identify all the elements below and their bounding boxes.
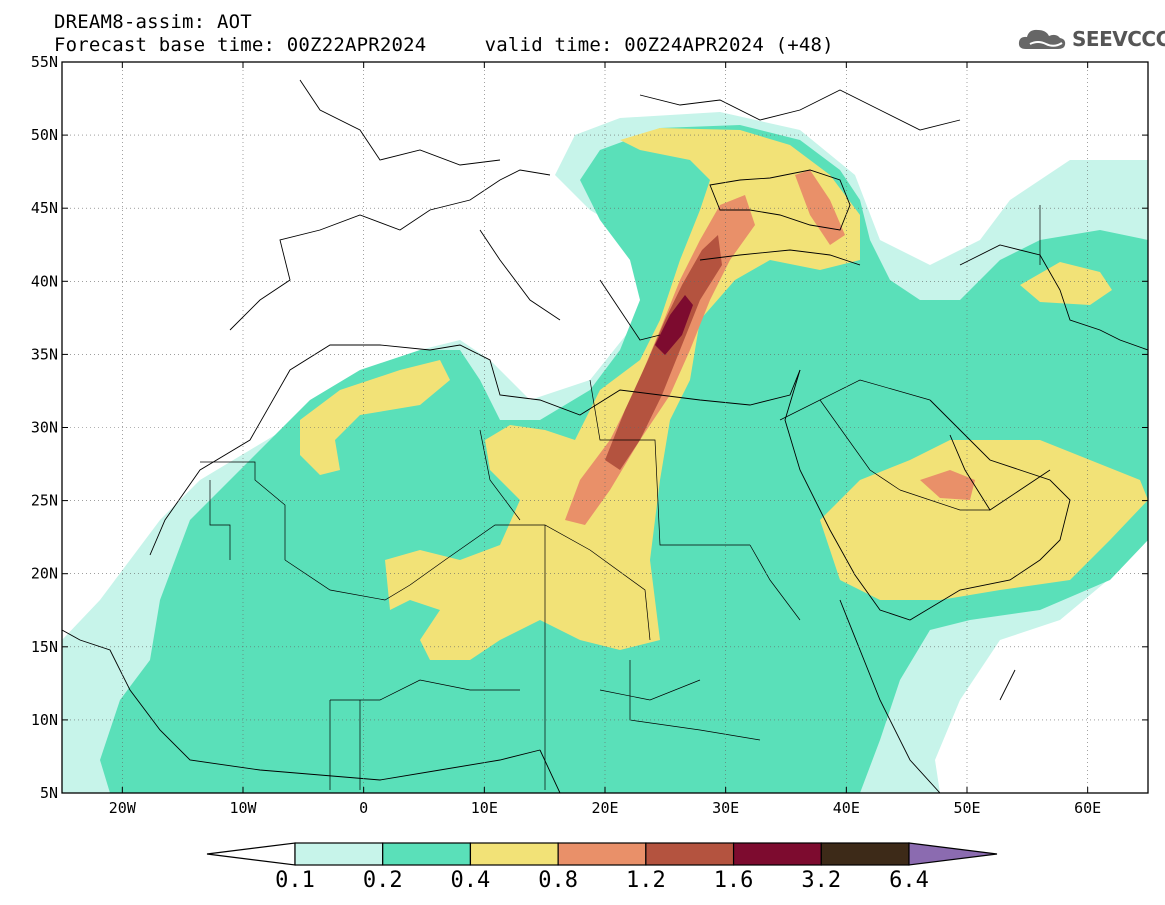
lat-tick-label: 40N <box>31 272 58 290</box>
logo-text: SEEVCCC <box>1072 27 1165 51</box>
lon-tick-label: 40E <box>833 799 860 817</box>
lon-tick-label: 0 <box>359 799 368 817</box>
lon-labels: 20W 10W 0 10E 20E 30E 40E 50E 60E <box>109 799 1101 817</box>
lat-tick-label: 5N <box>40 784 58 802</box>
lat-labels: 5N 10N 15N 20N 25N 30N 35N 40N 45N 50N 55N <box>31 53 58 802</box>
colorbar-label: 0.4 <box>451 868 491 893</box>
coastlines <box>62 79 1148 793</box>
graticule <box>62 62 1148 793</box>
lat-tick-label: 15N <box>31 638 58 656</box>
aot-band-0.4-caspian <box>1020 262 1112 305</box>
lat-tick-label: 10N <box>31 711 58 729</box>
aot-band-0.4-east <box>820 440 1148 600</box>
lat-tick-label: 35N <box>31 345 58 363</box>
colorbar-box <box>294 842 384 866</box>
colorbar-label: 1.2 <box>626 868 666 893</box>
cloud-icon <box>1018 29 1066 49</box>
lon-tick-label: 20E <box>591 799 618 817</box>
lat-tick-label: 30N <box>31 419 58 437</box>
aot-band-0.4-west <box>300 360 450 475</box>
colorbar-over <box>908 842 998 866</box>
lat-tick-label: 45N <box>31 199 58 217</box>
colorbar-label: 0.1 <box>275 868 315 893</box>
lat-tick-label: 55N <box>31 53 58 71</box>
lat-tick-label: 50N <box>31 126 58 144</box>
lon-tick-label: 10W <box>229 799 257 817</box>
colorbar <box>206 842 998 866</box>
aot-field <box>62 112 1148 793</box>
colorbar-label: 6.4 <box>889 868 929 893</box>
aot-band-0.8-east <box>920 470 975 500</box>
lon-tick-label: 30E <box>712 799 739 817</box>
colorbar-label: 0.8 <box>538 868 578 893</box>
borders <box>200 205 1041 790</box>
colorbar-box <box>382 842 472 866</box>
aot-band-0.4-central <box>385 128 860 660</box>
chart-subtitle: Forecast base time: 00Z22APR2024 valid t… <box>54 34 834 56</box>
lon-tick-label: 60E <box>1074 799 1101 817</box>
colorbar-box <box>557 842 647 866</box>
lon-tick-label: 20W <box>109 799 137 817</box>
tick-marks <box>62 61 1148 794</box>
lat-tick-label: 25N <box>31 492 58 510</box>
lat-tick-label: 20N <box>31 565 58 583</box>
colorbar-box <box>820 842 910 866</box>
colorbar-under <box>206 842 296 866</box>
aot-band-1.6 <box>655 295 693 355</box>
seevccc-logo: SEEVCCC <box>1016 24 1165 54</box>
lon-tick-label: 10E <box>471 799 498 817</box>
colorbar-box <box>469 842 559 866</box>
colorbar-label: 3.2 <box>801 868 841 893</box>
lon-tick-label: 50E <box>953 799 980 817</box>
aot-band-0.8-blacksea <box>795 170 845 245</box>
colorbar-box <box>645 842 735 866</box>
colorbar-box <box>732 842 822 866</box>
colorbar-label: 1.6 <box>714 868 754 893</box>
colorbar-label: 0.2 <box>363 868 403 893</box>
colorbar-labels: 0.1 0.2 0.4 0.8 1.2 1.6 3.2 6.4 <box>275 868 929 893</box>
chart-title: DREAM8-assim: AOT <box>54 11 252 33</box>
